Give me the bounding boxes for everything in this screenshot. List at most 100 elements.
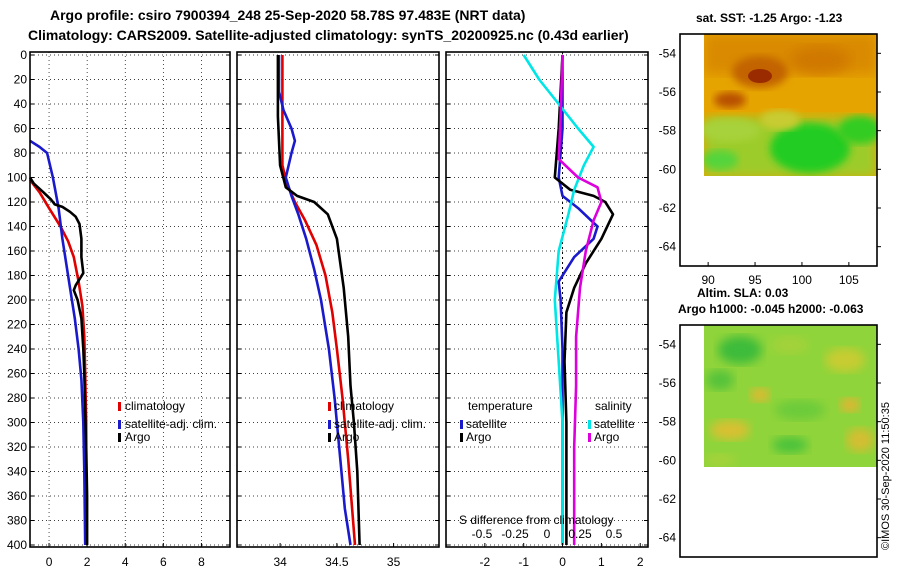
salinity-grid bbox=[237, 54, 439, 546]
difference-frame bbox=[445, 51, 649, 548]
legend-argo-swatch bbox=[328, 433, 331, 442]
lon-tick-label: 105 bbox=[839, 273, 859, 287]
y-tick-label: 300 bbox=[7, 416, 27, 430]
y-tick-label: 280 bbox=[7, 391, 27, 405]
salinity-axis-labels: -0.5 -0.25 0 0.25 0.5 bbox=[472, 527, 623, 541]
legend-climatology-label: climatology bbox=[334, 399, 394, 413]
credit-text: ©IMOS 30-Sep-2020 11:50:35 bbox=[880, 402, 892, 550]
x-tick-label: 6 bbox=[160, 555, 167, 569]
sla-field bbox=[704, 325, 877, 467]
sst-map-title: sat. SST: -1.25 Argo: -1.23 bbox=[696, 11, 843, 25]
x-tick-label: 35 bbox=[387, 555, 401, 569]
salinity-panel: 34 34.5 35 climatology satellite-adj. clim… bbox=[236, 51, 440, 569]
sla-map: Altim. SLA: 0.03 Argo h1000: -0.045 h200… bbox=[659, 286, 881, 558]
sal-axis-label: -0.5 bbox=[472, 527, 493, 541]
salinity-ticks: 34 34.5 35 bbox=[237, 54, 439, 569]
temperature-panel: 0204060801001201401601802002202402602803… bbox=[7, 48, 231, 569]
sst-map-frame bbox=[679, 33, 878, 267]
y-tick-label: 240 bbox=[7, 342, 27, 356]
legend-sal-argo-label: Argo bbox=[594, 430, 620, 444]
y-tick-label: 220 bbox=[7, 318, 27, 332]
x-tick-label: 1 bbox=[598, 555, 605, 569]
salinity-axis-note: S difference from climatology bbox=[459, 513, 614, 527]
sal-axis-label: 0.25 bbox=[568, 527, 592, 541]
legend-salinity-heading: salinity bbox=[595, 399, 632, 413]
difference-grid bbox=[446, 52, 648, 547]
difference-panel: -2 -1 0 1 2 temperature satellite Argo salin… bbox=[445, 51, 649, 569]
sla-map-title-line-1: Altim. SLA: 0.03 bbox=[697, 286, 789, 300]
x-tick-label: 34.5 bbox=[325, 555, 349, 569]
x-tick-label: 8 bbox=[198, 555, 205, 569]
legend-satellite-label: satellite-adj. clim. bbox=[125, 417, 217, 431]
legend-climatology-swatch bbox=[328, 402, 331, 411]
x-tick-label: 2 bbox=[637, 555, 644, 569]
title-line-1: Argo profile: csiro 7900394_248 25-Sep-2… bbox=[50, 7, 525, 23]
y-tick-label: 360 bbox=[7, 489, 27, 503]
legend-argo-label: Argo bbox=[334, 430, 360, 444]
temperature-frame bbox=[29, 51, 231, 548]
lat-tick-label: -56 bbox=[659, 85, 677, 99]
lat-tick-label: -54 bbox=[659, 337, 677, 351]
y-tick-label: 140 bbox=[7, 220, 27, 234]
sal-axis-label: 0 bbox=[544, 527, 551, 541]
x-tick-label: 2 bbox=[84, 555, 91, 569]
y-tick-label: 320 bbox=[7, 440, 27, 454]
lon-tick-label: 100 bbox=[792, 273, 812, 287]
y-tick-label: 160 bbox=[7, 244, 27, 258]
legend-climatology-swatch bbox=[118, 402, 121, 411]
difference-lines bbox=[522, 54, 615, 545]
legend-satellite-swatch bbox=[118, 420, 121, 429]
x-tick-label: 0 bbox=[46, 555, 53, 569]
y-tick-label: 60 bbox=[14, 122, 28, 136]
y-tick-label: 40 bbox=[14, 97, 28, 111]
salinity-frame bbox=[236, 51, 440, 548]
x-tick-label: 0 bbox=[559, 555, 566, 569]
legend-satellite-swatch bbox=[328, 420, 331, 429]
sla-map-title-line-2: Argo h1000: -0.045 h2000: -0.063 bbox=[678, 302, 864, 316]
x-tick-label: 4 bbox=[122, 555, 129, 569]
y-tick-label: 20 bbox=[14, 73, 28, 87]
lon-tick-label: 95 bbox=[748, 273, 762, 287]
series-salinity-argo bbox=[557, 54, 603, 545]
series-argo bbox=[28, 176, 89, 545]
lat-tick-label: -60 bbox=[659, 162, 677, 176]
x-tick-label: -1 bbox=[518, 555, 529, 569]
legend-argo-swatch bbox=[118, 433, 121, 442]
y-tick-label: 400 bbox=[7, 538, 27, 552]
legend-temp-argo-label: Argo bbox=[466, 430, 492, 444]
y-tick-label: 260 bbox=[7, 367, 27, 381]
legend-satellite-label: satellite-adj. clim. bbox=[334, 417, 426, 431]
y-tick-label: 200 bbox=[7, 293, 27, 307]
series-temperature-argo bbox=[553, 54, 615, 545]
difference-legend-salinity: salinity satellite Argo bbox=[588, 399, 635, 444]
lat-tick-label: -64 bbox=[659, 531, 677, 545]
series-satellite-adj-clim- bbox=[29, 139, 87, 546]
legend-temp-satellite-label: satellite bbox=[466, 417, 507, 431]
difference-ticks: -2 -1 0 1 2 bbox=[446, 54, 648, 569]
lat-tick-label: -60 bbox=[659, 453, 677, 467]
difference-legend-temperature: temperature satellite Argo bbox=[460, 399, 533, 444]
sla-map-ticks: -54 -56 -58 -60 -62 -64 bbox=[659, 337, 881, 545]
title-line-2: Climatology: CARS2009. Satellite-adjuste… bbox=[28, 27, 629, 43]
series-argo bbox=[276, 55, 361, 546]
legend-temperature-heading: temperature bbox=[468, 399, 533, 413]
series-climatology bbox=[281, 55, 357, 546]
y-tick-label: 120 bbox=[7, 195, 27, 209]
y-tick-label: 340 bbox=[7, 465, 27, 479]
series-temperature-satellite bbox=[557, 55, 599, 545]
legend-sal-satellite-swatch bbox=[588, 420, 591, 429]
lat-tick-label: -56 bbox=[659, 376, 677, 390]
legend-climatology-label: climatology bbox=[125, 399, 185, 413]
lat-tick-label: -58 bbox=[659, 124, 677, 138]
x-tick-label: -2 bbox=[480, 555, 491, 569]
legend-sal-argo-swatch bbox=[588, 433, 591, 442]
salinity-lines bbox=[276, 55, 361, 546]
lat-tick-label: -58 bbox=[659, 415, 677, 429]
y-tick-label: 0 bbox=[20, 48, 27, 62]
x-tick-label: 34 bbox=[273, 555, 287, 569]
temperature-lines bbox=[28, 139, 89, 546]
legend-temp-satellite-swatch bbox=[460, 420, 463, 429]
y-tick-label: 380 bbox=[7, 514, 27, 528]
temperature-legend: climatology satellite-adj. clim. Argo bbox=[118, 399, 217, 444]
